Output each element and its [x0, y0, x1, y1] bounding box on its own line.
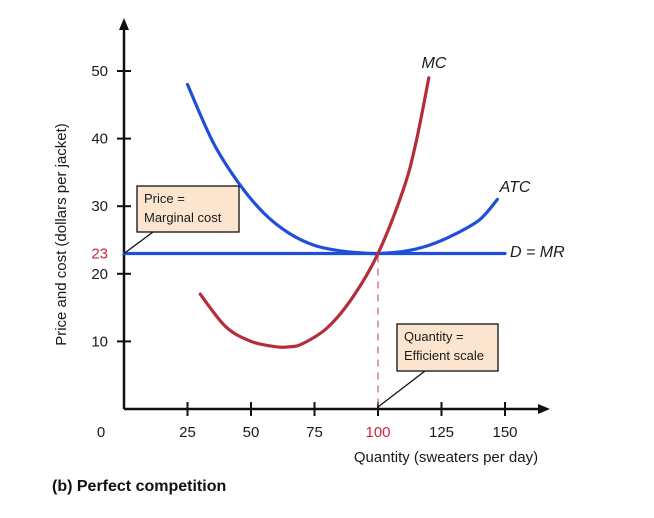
origin-label: 0	[97, 424, 105, 441]
curves	[122, 76, 507, 349]
callouts: Price = Marginal cost Quantity = Efficient …	[123, 185, 499, 408]
y-tick-label: 20	[91, 266, 108, 283]
chart-caption: (b) Perfect competition	[52, 478, 227, 495]
price-callout-leader	[123, 231, 154, 255]
labels: Quantity (sweaters per day) Price and cos…	[53, 55, 565, 466]
price-callout-text: Marginal cost	[144, 210, 222, 225]
x-tick-label: 75	[306, 424, 323, 441]
x-tick-label: 125	[429, 424, 454, 441]
mc-label: MC	[422, 55, 447, 72]
y-highlight-label: 23	[91, 246, 108, 263]
y-tick-label: 40	[91, 131, 108, 148]
x-tick-label: 25	[179, 424, 196, 441]
price-callout-text: Price =	[144, 191, 185, 206]
d-mr-label: D = MR	[510, 244, 565, 261]
quantity-callout-text: Efficient scale	[404, 348, 484, 363]
x-tick-label: 100	[365, 424, 390, 441]
price-callout-box	[136, 185, 240, 233]
y-axis-label: Price and cost (dollars per jacket)	[53, 123, 70, 346]
axes	[119, 18, 550, 414]
x-tick-label: 50	[243, 424, 260, 441]
y-tick-label: 30	[91, 198, 108, 215]
y-tick-label: 50	[91, 63, 108, 80]
mc-curve	[198, 76, 431, 349]
x-tick-label: 150	[492, 424, 517, 441]
y-tick-label: 10	[91, 333, 108, 350]
quantity-callout-text: Quantity =	[404, 329, 464, 344]
atc-label: ATC	[499, 179, 531, 196]
x-axis-label: Quantity (sweaters per day)	[354, 449, 538, 466]
x-axis-arrow	[538, 404, 550, 414]
quantity-callout-box	[396, 323, 499, 372]
quantity-callout-leader	[377, 370, 426, 408]
y-axis-arrow	[119, 18, 129, 30]
